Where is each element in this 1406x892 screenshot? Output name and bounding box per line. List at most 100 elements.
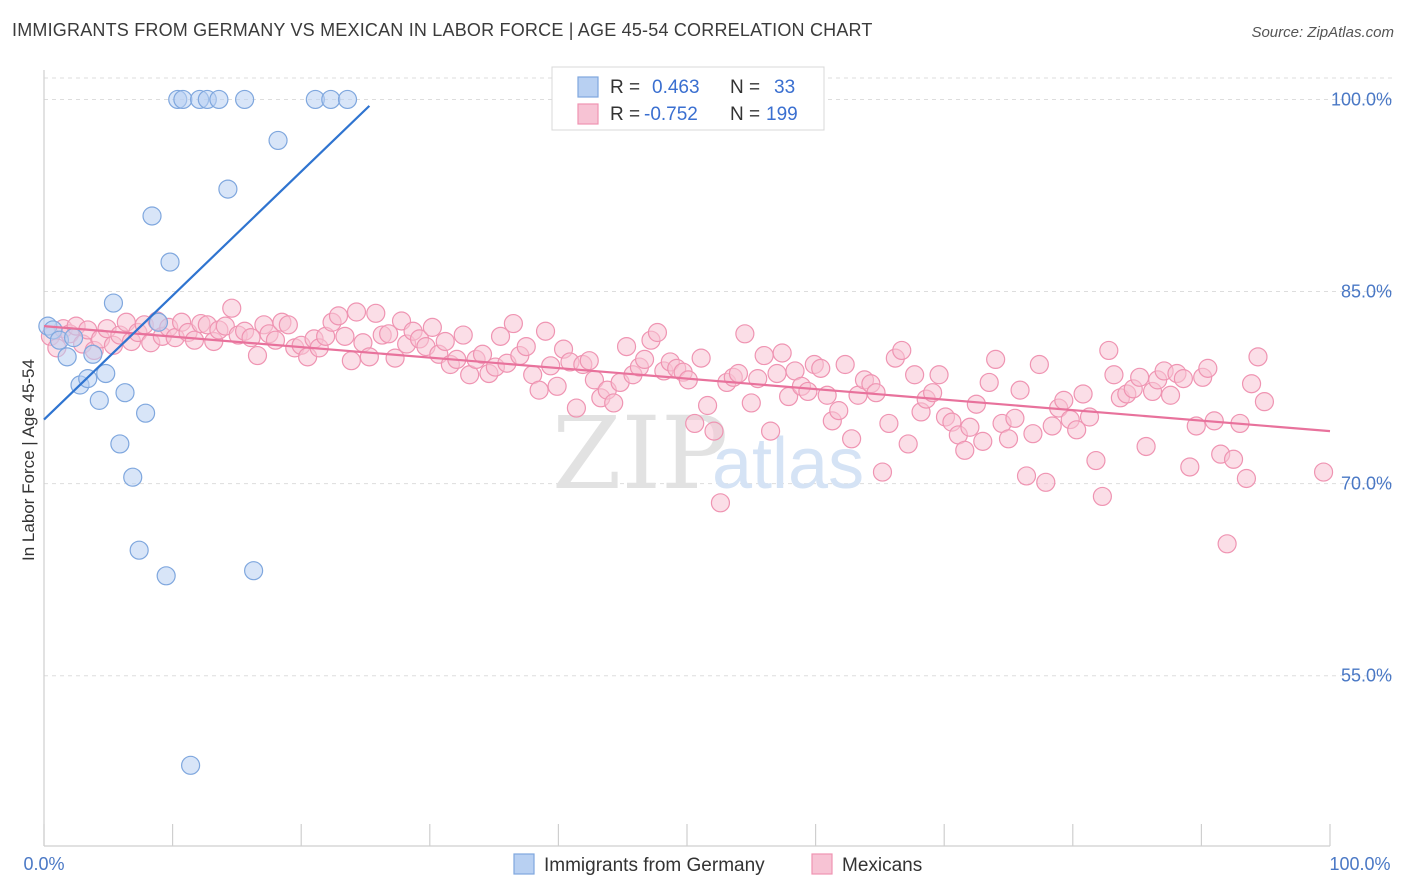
mexicans-point <box>798 381 818 402</box>
x-tick-label-min: 0.0% <box>23 854 64 874</box>
mexicans-point <box>929 365 949 385</box>
germany-point <box>135 403 156 423</box>
mexicans-point <box>647 322 668 343</box>
germany-point <box>268 130 288 151</box>
legend-swatch-germany <box>577 76 599 98</box>
mexicans-point <box>697 395 718 416</box>
mexicans-point <box>1241 374 1262 394</box>
mexicans-point <box>1023 424 1043 444</box>
mexicans-point <box>529 380 549 400</box>
germany-point <box>63 328 84 348</box>
mexicans-point <box>1067 420 1087 440</box>
chart-title: IMMIGRANTS FROM GERMANY VS MEXICAN IN LA… <box>12 20 873 40</box>
mexicans-point <box>335 326 355 346</box>
y-tick-label: 85.0% <box>1341 282 1392 302</box>
series-legend: Immigrants from Germany Mexicans <box>513 853 922 876</box>
y-tick-label: 70.0% <box>1341 474 1392 494</box>
mexicans-point <box>1104 365 1124 385</box>
mexicans-point <box>503 313 523 334</box>
legend-r-value-mexicans: -0.752 <box>644 104 698 125</box>
mexicans-point <box>366 303 386 323</box>
mexicans-point <box>1136 436 1156 457</box>
y-tick-labels: 55.0% 70.0% 85.0% 100.0% <box>1331 89 1392 685</box>
mexicans-point <box>829 401 849 421</box>
mexicans-point <box>998 429 1019 449</box>
germany-point <box>115 383 135 403</box>
mexicans-point <box>379 324 399 344</box>
mexicans-point <box>872 462 893 482</box>
bottom-legend-swatch-germany <box>513 853 535 875</box>
mexicans-point <box>898 434 918 454</box>
legend-r-label-mexicans: R = <box>610 104 640 125</box>
bottom-legend-label-mexicans: Mexicans <box>842 855 922 876</box>
mexicans-point <box>1180 457 1200 477</box>
mexicans-point <box>1198 358 1218 378</box>
germany-point <box>156 566 176 586</box>
mexicans-point <box>616 336 637 357</box>
mexicans-point <box>960 417 980 437</box>
mexicans-point <box>1054 390 1074 410</box>
germany-point <box>209 89 229 110</box>
mexicans-point <box>754 345 774 366</box>
germany-point <box>83 344 103 364</box>
mexicans-point <box>955 440 975 460</box>
mexicans-point <box>986 349 1006 369</box>
mexicans-point <box>1130 367 1150 387</box>
mexicans-point <box>772 343 792 363</box>
bottom-legend-label-germany: Immigrants from Germany <box>544 855 765 876</box>
mexicans-point <box>247 345 268 366</box>
mexicans-point <box>710 493 731 513</box>
germany-point <box>244 561 264 581</box>
mexicans-point <box>767 363 787 384</box>
germany-trend-line <box>43 105 371 421</box>
germany-point <box>337 89 358 110</box>
mexicans-point <box>1223 449 1244 469</box>
germany-point <box>57 347 77 367</box>
mexicans-point <box>566 398 587 418</box>
mexicans-point <box>1217 534 1237 554</box>
mexicans-point <box>1073 384 1093 404</box>
mexicans-point <box>346 302 367 322</box>
legend-n-value-germany: 33 <box>774 77 795 98</box>
mexicans-point <box>1016 466 1037 486</box>
mexicans-point <box>905 365 925 385</box>
germany-point <box>110 434 130 454</box>
mexicans-point <box>472 344 493 364</box>
germany-points <box>38 89 358 775</box>
germany-point <box>142 206 162 226</box>
mexicans-point <box>535 321 556 341</box>
mexicans-point <box>1248 347 1268 367</box>
germany-point <box>96 363 116 384</box>
mexicans-point <box>1092 486 1112 507</box>
x-tick-label-max: 100.0% <box>1329 854 1390 874</box>
mexicans-point <box>966 394 986 414</box>
mexicans-point <box>222 298 242 318</box>
germany-point <box>123 467 143 487</box>
mexicans-trend-line <box>43 325 1331 433</box>
germany-point <box>181 755 201 775</box>
germany-point <box>173 89 193 110</box>
mexicans-point <box>735 324 755 344</box>
mexicans-point <box>879 413 899 434</box>
mexicans-point <box>341 351 361 371</box>
mexicans-point <box>328 306 349 326</box>
mexicans-point <box>1173 369 1193 389</box>
mexicans-point <box>1254 392 1275 412</box>
mexicans-point <box>541 356 561 376</box>
germany-point <box>103 293 124 313</box>
mexicans-point <box>1086 450 1106 471</box>
mexicans-point <box>604 393 624 413</box>
mexicans-point <box>490 326 511 346</box>
correlation-legend: R = 0.463 N = 33 R = -0.752 N = 199 <box>551 66 825 131</box>
germany-point <box>148 312 169 332</box>
mexicans-point <box>422 317 442 337</box>
mexicans-point <box>359 347 379 367</box>
watermark-atlas: atlas <box>712 424 864 504</box>
mexicans-point <box>1099 340 1119 361</box>
mexicans-point <box>691 348 711 368</box>
mexicans-point <box>184 330 205 350</box>
mexicans-point <box>1160 385 1181 405</box>
mexicans-point <box>811 358 831 378</box>
mexicans-point <box>1313 462 1334 482</box>
